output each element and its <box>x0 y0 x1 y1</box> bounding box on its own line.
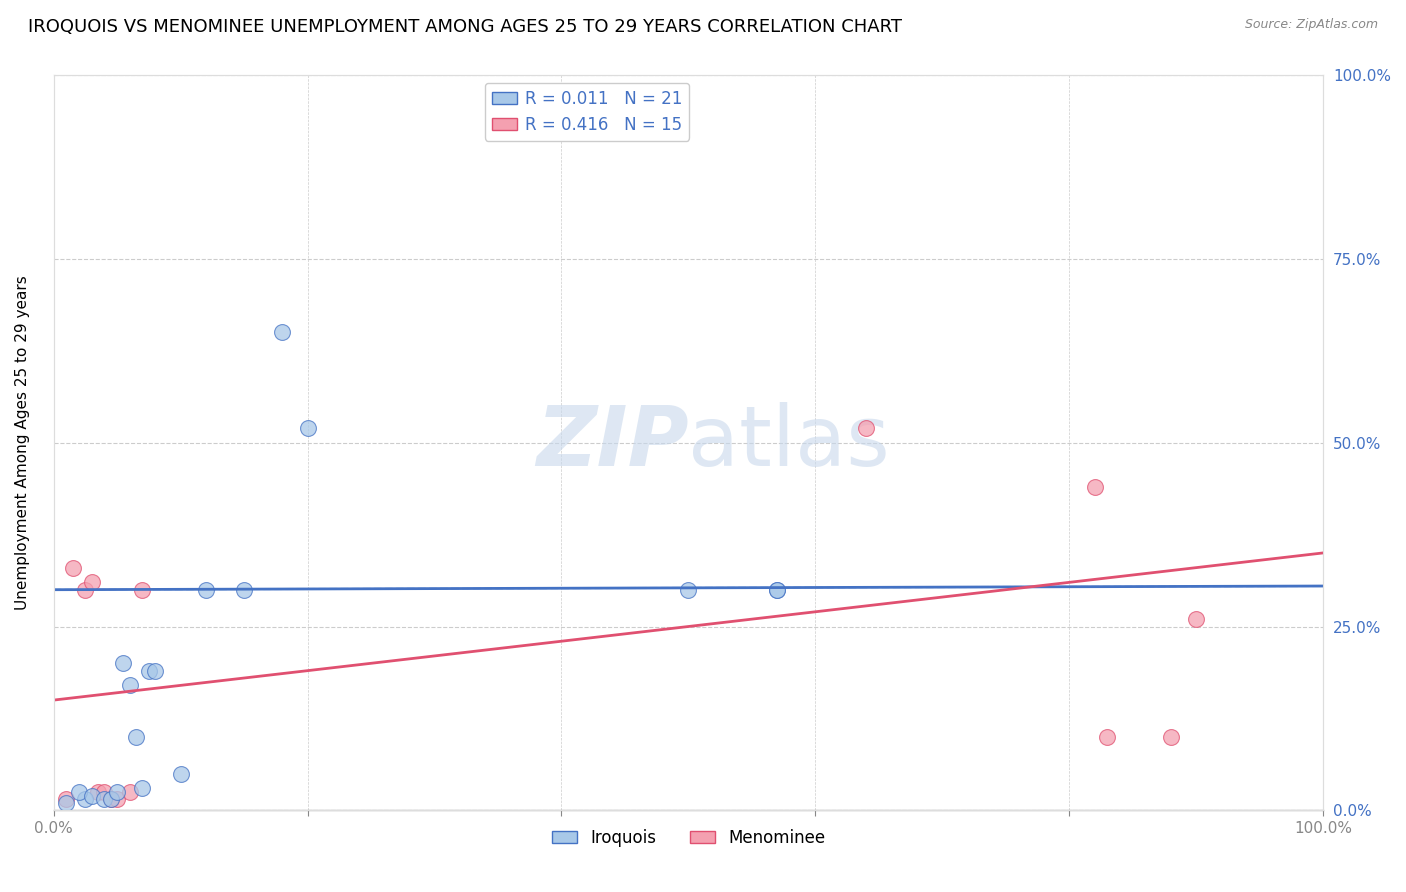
Menominee <box>87 785 110 799</box>
Iroquois <box>112 657 135 671</box>
Iroquois <box>138 664 160 678</box>
Menominee <box>80 575 103 590</box>
Iroquois <box>297 421 319 435</box>
Menominee <box>1185 612 1208 626</box>
Iroquois <box>125 730 148 744</box>
Text: ZIP: ZIP <box>536 402 689 483</box>
Menominee <box>118 785 141 799</box>
Legend: Iroquois, Menominee: Iroquois, Menominee <box>546 822 832 854</box>
Menominee <box>105 792 128 806</box>
Menominee <box>1097 730 1119 744</box>
Iroquois <box>93 792 115 806</box>
Iroquois <box>100 792 122 806</box>
Iroquois <box>75 792 97 806</box>
Menominee <box>855 421 877 435</box>
Iroquois <box>118 678 141 692</box>
Iroquois <box>766 582 789 597</box>
Menominee <box>75 582 97 597</box>
Iroquois <box>766 582 789 597</box>
Iroquois <box>169 766 191 780</box>
Iroquois <box>143 664 166 678</box>
Iroquois <box>271 325 294 339</box>
Menominee <box>131 582 153 597</box>
Menominee <box>1160 730 1182 744</box>
Iroquois <box>678 582 700 597</box>
Iroquois <box>131 781 153 796</box>
Menominee <box>93 785 115 799</box>
Iroquois <box>80 789 103 803</box>
Text: Source: ZipAtlas.com: Source: ZipAtlas.com <box>1244 18 1378 31</box>
Text: atlas: atlas <box>689 402 890 483</box>
Menominee <box>62 560 84 574</box>
Text: IROQUOIS VS MENOMINEE UNEMPLOYMENT AMONG AGES 25 TO 29 YEARS CORRELATION CHART: IROQUOIS VS MENOMINEE UNEMPLOYMENT AMONG… <box>28 18 903 36</box>
Iroquois <box>194 582 217 597</box>
Iroquois <box>233 582 256 597</box>
Menominee <box>1084 480 1107 494</box>
Y-axis label: Unemployment Among Ages 25 to 29 years: Unemployment Among Ages 25 to 29 years <box>15 275 30 610</box>
Iroquois <box>55 796 77 810</box>
Menominee <box>100 792 122 806</box>
Iroquois <box>67 785 90 799</box>
Iroquois <box>105 785 128 799</box>
Menominee <box>55 792 77 806</box>
